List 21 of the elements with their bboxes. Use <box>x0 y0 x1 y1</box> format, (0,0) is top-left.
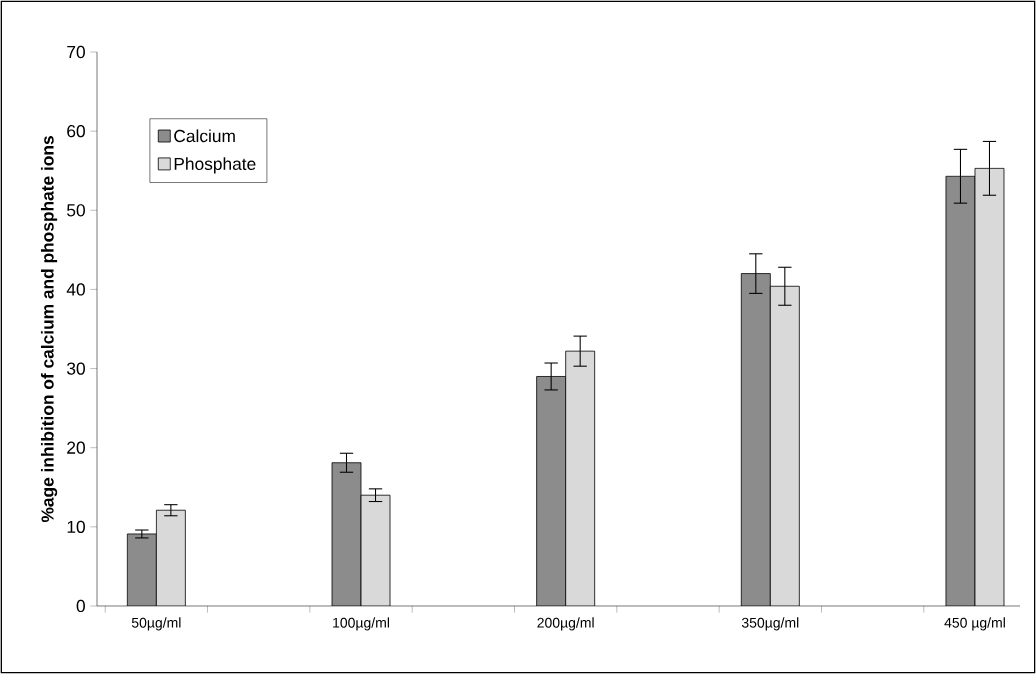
x-tick-label: 350µg/ml <box>741 617 799 631</box>
y-tick-label: 10 <box>67 520 85 533</box>
y-tick-label: 30 <box>67 362 85 375</box>
y-tick-label: 40 <box>66 283 85 296</box>
y-tick-label: 70 <box>67 45 85 59</box>
y-tick-label: 60 <box>67 125 85 138</box>
bar <box>740 273 771 606</box>
bar <box>945 175 976 606</box>
y-tick-label: 0 <box>76 599 85 613</box>
legend-label: Phosphate <box>174 157 256 174</box>
x-tick-label: 100µg/ml <box>333 617 389 631</box>
x-tick-label: 200µg/ml <box>537 617 594 631</box>
x-tick-label: 450 µg/ml <box>944 617 1005 631</box>
bar <box>126 533 157 606</box>
y-axis-title: %age inhibition of calcium and phosphate ions <box>40 136 58 523</box>
y-tick-label: 20 <box>67 441 85 454</box>
bar <box>536 376 567 606</box>
bar <box>331 462 362 606</box>
legend-label: Calcium <box>174 129 235 143</box>
x-tick-label: 50µg/ml <box>131 617 181 631</box>
y-tick-label: 50 <box>67 204 85 217</box>
